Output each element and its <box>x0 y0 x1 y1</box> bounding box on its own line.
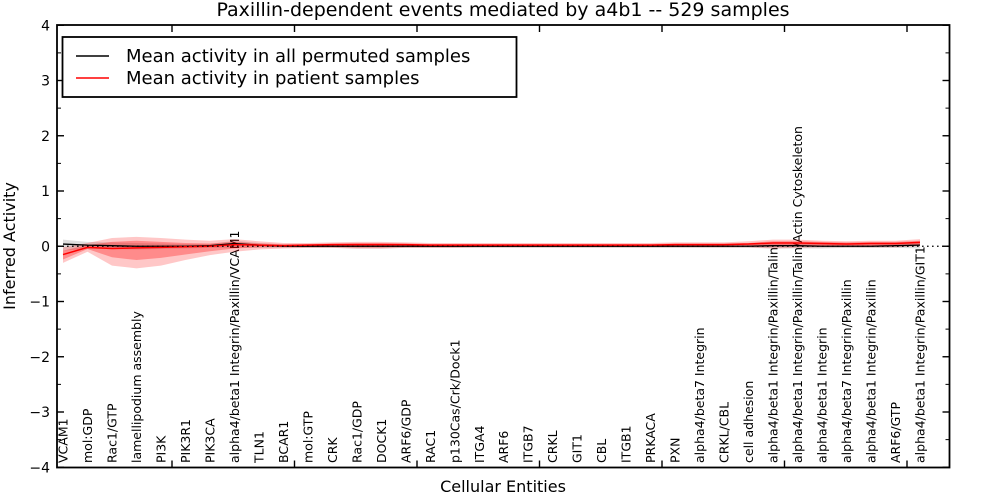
x-category-label: PXN <box>668 438 683 463</box>
x-category-label: lamellipodium assembly <box>129 311 144 463</box>
x-category-label: alpha4/beta1 Integrin/Paxillin <box>864 279 879 463</box>
x-category-label: mol:GDP <box>80 408 95 463</box>
x-category-label: Rac1/GDP <box>349 401 364 463</box>
chart-title: Paxillin-dependent events mediated by a4… <box>216 0 789 21</box>
x-category-label: RAC1 <box>423 430 438 463</box>
x-category-label: cell adhesion <box>741 381 756 463</box>
x-category-label: PIK3R1 <box>178 419 193 463</box>
legend-box <box>61 36 518 98</box>
y-tick-label: −4 <box>29 460 50 476</box>
x-category-label: alpha4/beta1 Integrin <box>815 327 830 463</box>
x-category-label: PRKACA <box>643 413 658 463</box>
y-tick-label: 2 <box>41 129 50 145</box>
y-tick-label: 4 <box>41 18 50 34</box>
legend-patient-label: Mean activity in patient samples <box>126 68 420 89</box>
y-tick-label: −3 <box>29 405 50 421</box>
x-category-label: alpha4/beta1 Integrin/Paxillin/VCAM1 <box>227 231 242 463</box>
x-category-label: PIK3CA <box>202 418 217 463</box>
x-category-label: BCAR1 <box>276 421 291 463</box>
x-category-label: p130Cas/Crk/Dock1 <box>447 339 462 463</box>
x-category-label: ARF6/GDP <box>398 399 413 463</box>
x-category-label: VCAM1 <box>56 418 71 463</box>
axes-frame: 4 3 2 1 0 −1 −2 −3 −4 <box>29 18 951 476</box>
y-tick-label: −2 <box>29 350 50 366</box>
y-tick-label: 0 <box>41 239 50 255</box>
x-category-label: alpha4/beta1 Integrin/Paxillin/GIT1 <box>913 246 928 463</box>
x-category-label: alpha4/beta1 Integrin/Paxillin/Talin <box>766 247 781 463</box>
x-category-label: CRKL/CBL <box>717 402 732 463</box>
y-axis-label: Inferred Activity <box>0 182 19 310</box>
x-axis-label: Cellular Entities <box>440 477 566 496</box>
legend: Mean activity in all permuted samples Me… <box>61 36 518 98</box>
x-category-label: ITGB1 <box>619 425 634 463</box>
x-category-label: ITGB7 <box>521 425 536 463</box>
x-category-label: ITGA4 <box>472 425 487 463</box>
x-category-label: alpha4/beta7 Integrin/Paxillin <box>839 279 854 463</box>
x-category-label: CRKL <box>545 430 560 463</box>
y-tick-label: −1 <box>29 295 50 311</box>
x-category-label: CRK <box>325 437 340 463</box>
x-category-label: alpha4/beta7 Integrin <box>692 327 707 463</box>
x-category-label: PI3K <box>153 435 168 463</box>
y-tick-label: 1 <box>41 184 50 200</box>
x-category-label: DOCK1 <box>374 419 389 463</box>
x-category-label: GIT1 <box>570 434 585 463</box>
x-category-label: ARF6/GTP <box>888 402 903 463</box>
legend-permuted-label: Mean activity in all permuted samples <box>126 46 470 67</box>
x-category-label: CBL <box>594 439 609 463</box>
x-category-label: Rac1/GTP <box>104 403 119 463</box>
y-tick-label: 3 <box>41 74 50 90</box>
x-category-label: ARF6 <box>496 431 511 463</box>
x-category-labels: VCAM1 mol:GDP Rac1/GTP lamellipodium assemb… <box>56 126 928 464</box>
x-category-label: mol:GTP <box>300 411 315 463</box>
x-category-label: alpha4/beta1 Integrin/Paxillin/Talin/Act… <box>790 126 805 463</box>
patient-mean-line <box>62 241 921 256</box>
x-category-label: TLN1 <box>251 431 266 464</box>
